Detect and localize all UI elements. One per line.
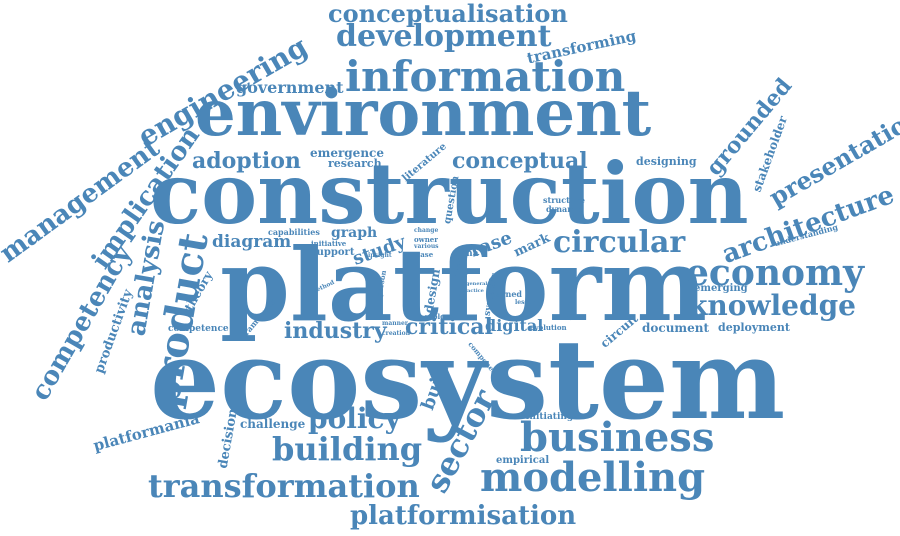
word-learned: learned (488, 289, 523, 299)
word-structure: structure (543, 195, 585, 205)
word-conceptual: conceptual (452, 148, 588, 174)
word-designing: designing (636, 155, 697, 168)
word-adoption: adoption (192, 148, 301, 174)
word-emerging: emerging (694, 283, 748, 294)
word-explore: explore (424, 312, 453, 321)
word-environment: environment (195, 76, 652, 151)
word-empirical: empirical (496, 455, 550, 466)
word-graph: graph (331, 225, 378, 241)
word-capabilities: capabilities (268, 227, 320, 237)
word-building: building (272, 430, 423, 468)
word-document: document (642, 321, 710, 335)
word-knowledge: knowledge (688, 289, 856, 322)
word-dfma: dfma (453, 249, 479, 259)
word-change: change (414, 227, 439, 234)
word-circular: circular (553, 225, 686, 260)
word-platformisation: platformisation (350, 501, 577, 531)
word-conceptualisation: conceptualisation (328, 0, 568, 28)
word-support: support (311, 247, 355, 258)
word-initiating: initiating (526, 412, 574, 422)
word-lesson: lesson (515, 299, 537, 306)
word-initiative: initiative (311, 239, 347, 248)
word-transformation: transformation (148, 467, 420, 505)
word-business: business (520, 414, 715, 461)
word-modelling: modelling (480, 454, 706, 501)
word-deployment: deployment (718, 321, 791, 334)
word-industry: industry (284, 318, 387, 344)
word-competence: competence (168, 324, 229, 334)
word-diagram: diagram (212, 232, 292, 252)
word-government: government (236, 78, 344, 97)
word-general: general (466, 281, 488, 287)
word-ecosystem: ecosystem (150, 315, 786, 444)
word-dynamic: dynamic (546, 204, 584, 214)
word-platform: platform (220, 226, 708, 344)
word-various: various (414, 243, 439, 250)
word-insight: insight (368, 252, 392, 259)
word-practice: practice (461, 288, 484, 294)
word-information: information (345, 52, 626, 101)
word-research: research (328, 157, 382, 170)
word-owner: owner (414, 235, 438, 244)
word-case: case (416, 250, 434, 259)
word-policy: policy (308, 402, 401, 435)
word-creation: creation (382, 330, 410, 337)
word-critical: critical (405, 314, 493, 340)
word-digital: digital (485, 316, 544, 335)
word-manner: manner (382, 320, 408, 327)
word-emergence: emergence (310, 146, 384, 160)
word-development: development (336, 19, 552, 54)
word-economy: economy (686, 252, 865, 294)
word-challenge: challenge (240, 417, 306, 431)
word-evolution: evolution (530, 323, 567, 332)
word-construction: construction (150, 144, 749, 243)
